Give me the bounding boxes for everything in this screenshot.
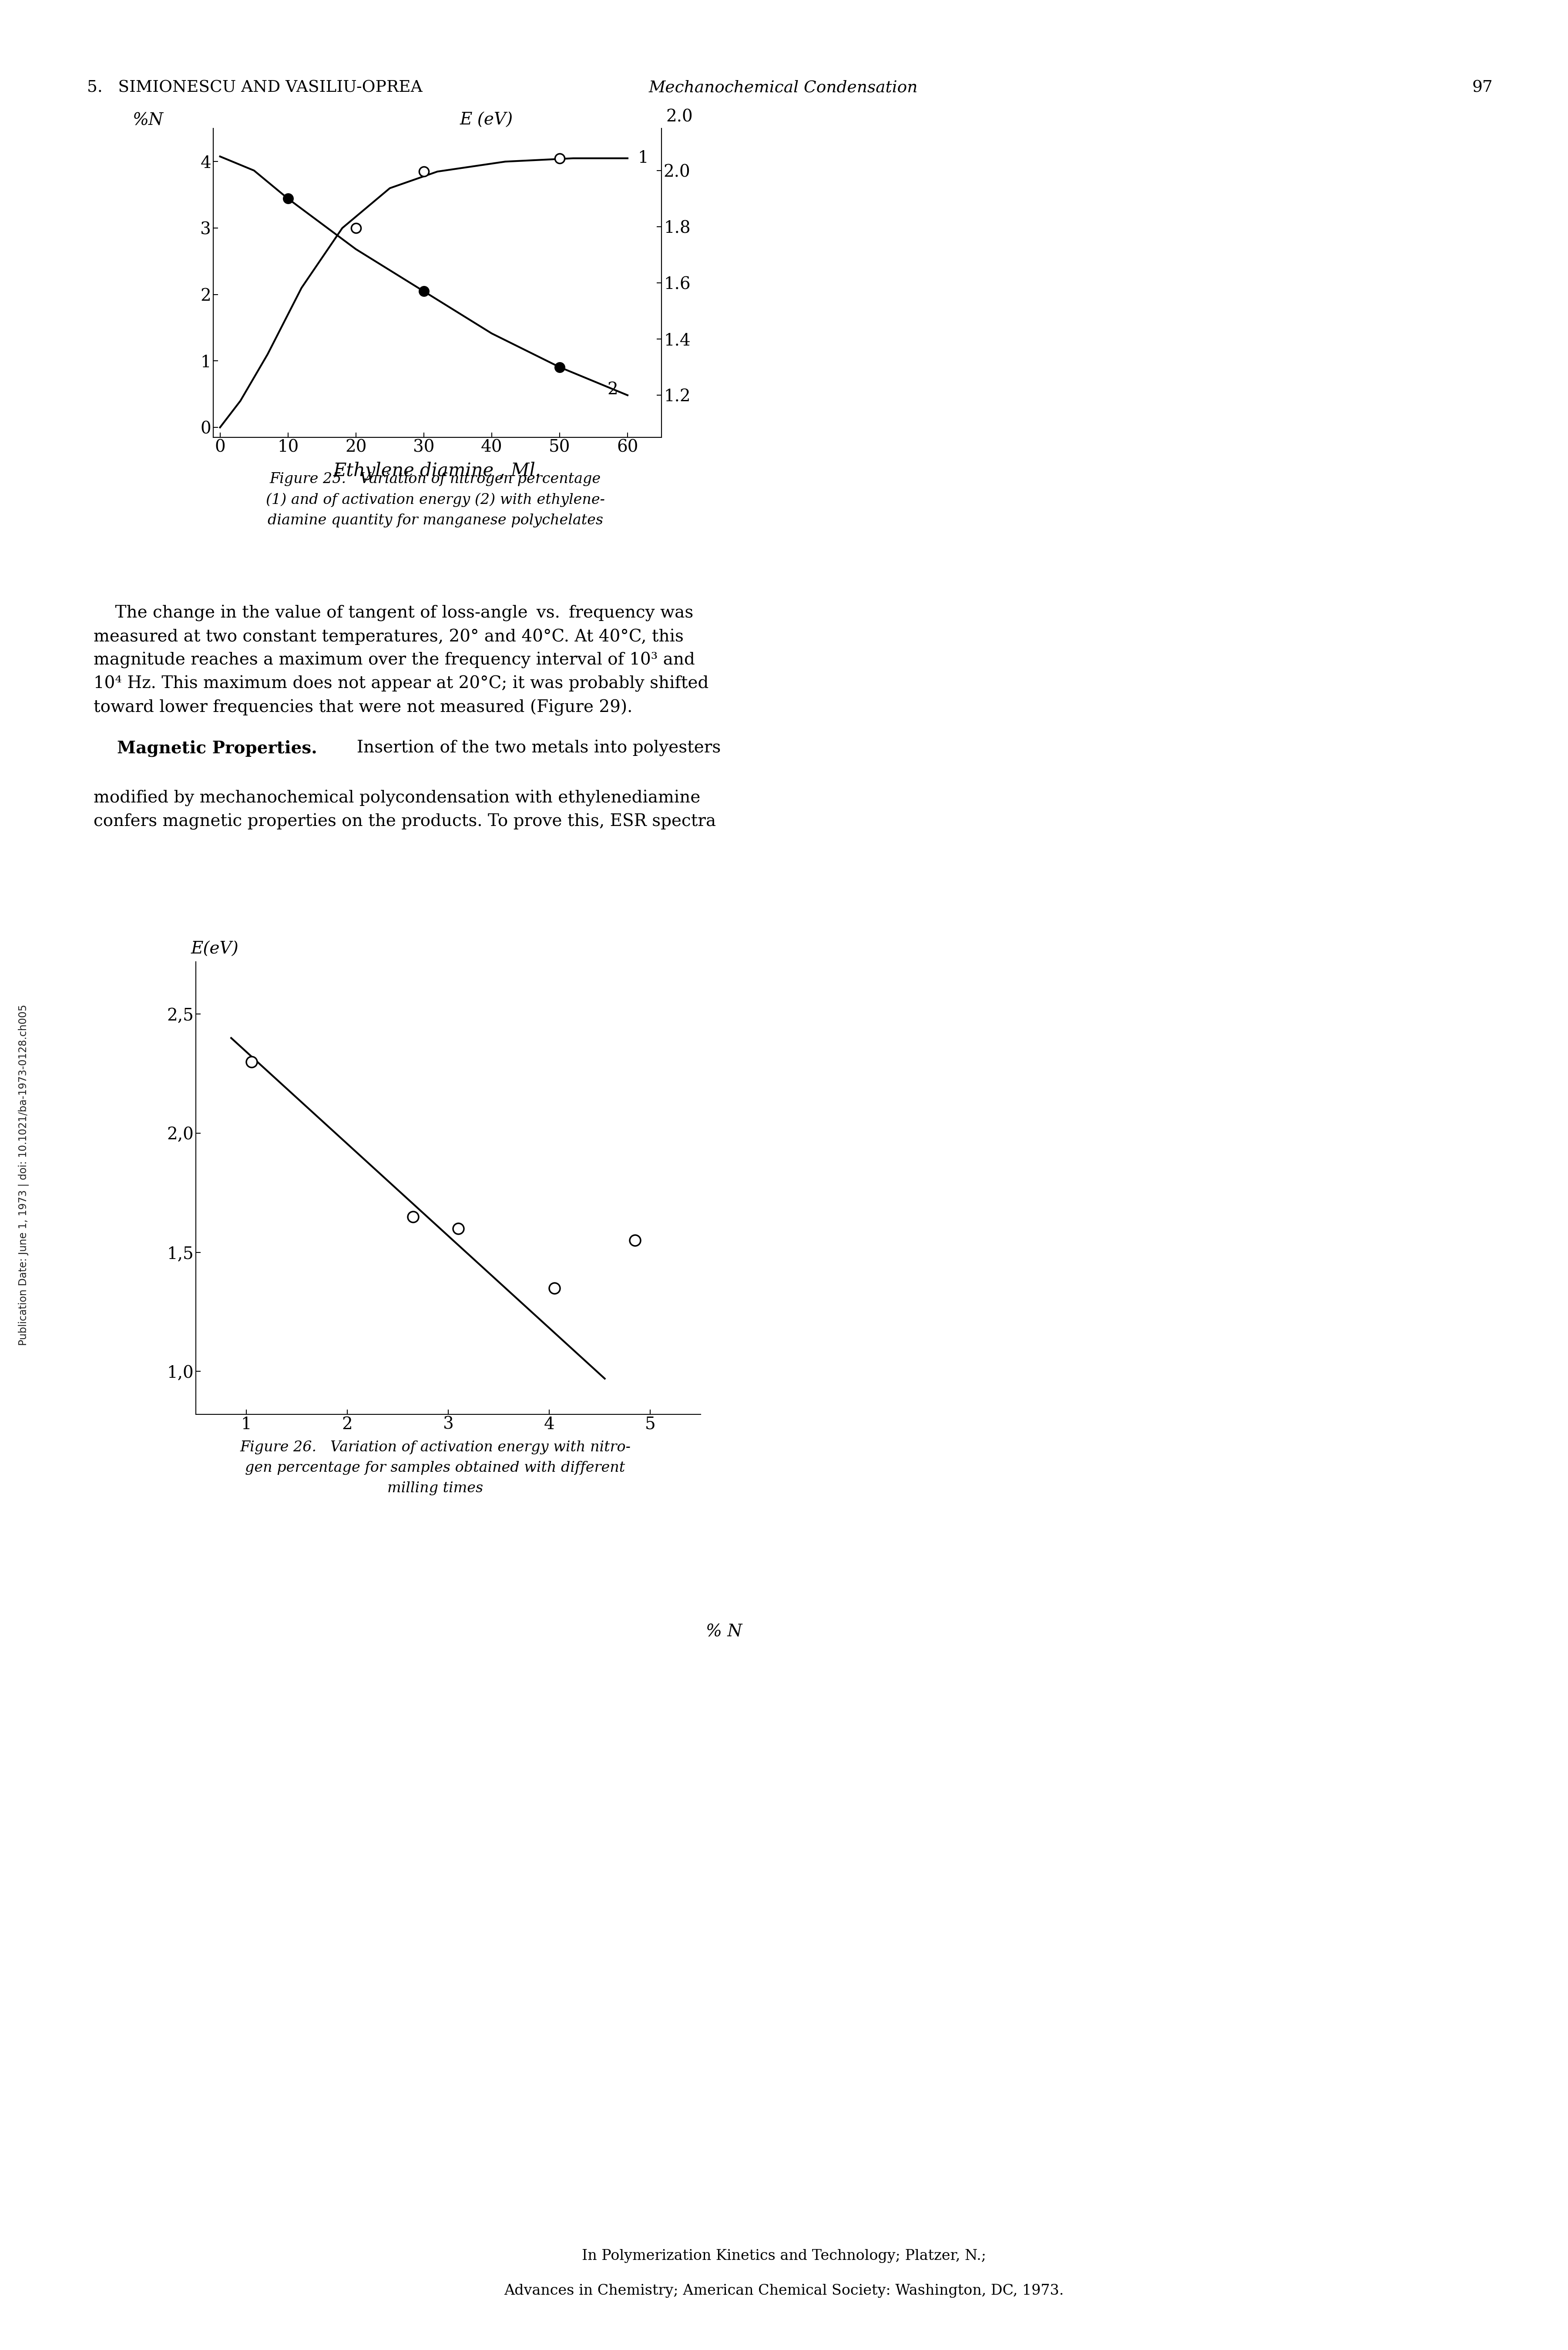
- Text: The change in the value of tangent of loss-angle  vs.  frequency was
measured at: The change in the value of tangent of lo…: [94, 604, 709, 717]
- Text: Publication Date: June 1, 1973 | doi: 10.1021/ba-1973-0128.ch005: Publication Date: June 1, 1973 | doi: 10…: [19, 1003, 30, 1347]
- Text: Mechanochemical Condensation: Mechanochemical Condensation: [649, 80, 917, 96]
- Text: %N: %N: [133, 113, 163, 129]
- Text: 2: 2: [607, 381, 618, 397]
- Text: modified by mechanochemical polycondensation with ethylenediamine
confers magnet: modified by mechanochemical polycondensa…: [94, 790, 717, 830]
- Text: Figure 26.   Variation of activation energy with nitro-
gen percentage for sampl: Figure 26. Variation of activation energ…: [240, 1441, 630, 1495]
- Text: % N: % N: [706, 1624, 742, 1640]
- Text: 5.   SIMIONESCU AND VASILIU-OPREA: 5. SIMIONESCU AND VASILIU-OPREA: [88, 80, 422, 96]
- Text: In Polymerization Kinetics and Technology; Platzer, N.;: In Polymerization Kinetics and Technolog…: [582, 2249, 986, 2263]
- Text: Magnetic Properties.: Magnetic Properties.: [94, 740, 317, 757]
- X-axis label: Ethylene diamine , Ml.: Ethylene diamine , Ml.: [334, 461, 541, 479]
- Text: Advances in Chemistry; American Chemical Society: Washington, DC, 1973.: Advances in Chemistry; American Chemical…: [503, 2284, 1065, 2298]
- Text: Insertion of the two metals into polyesters: Insertion of the two metals into polyest…: [347, 740, 721, 757]
- Text: 1: 1: [638, 150, 649, 167]
- Text: 2.0: 2.0: [666, 108, 693, 125]
- Text: Figure 25.   Variation of nitrogen percentage
(1) and of activation energy (2) w: Figure 25. Variation of nitrogen percent…: [265, 472, 605, 526]
- Text: E(eV): E(eV): [191, 940, 238, 956]
- Text: E (eV): E (eV): [459, 113, 513, 129]
- Text: 97: 97: [1472, 80, 1493, 96]
